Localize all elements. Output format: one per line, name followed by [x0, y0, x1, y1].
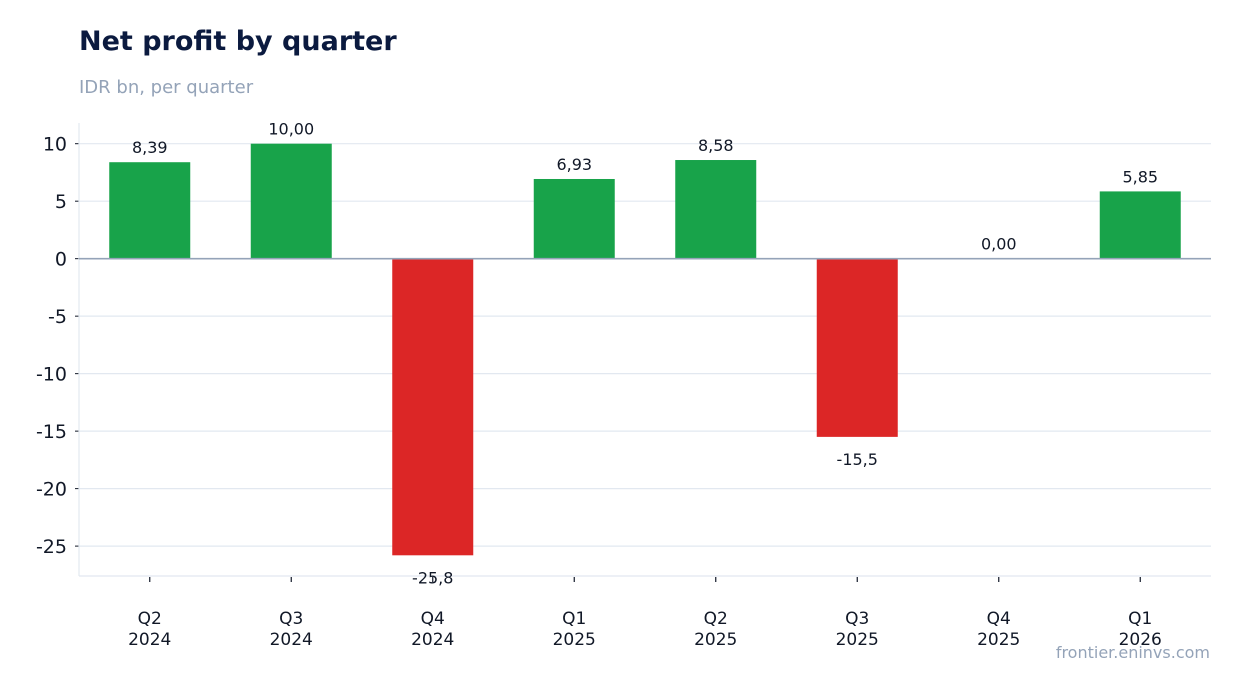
data-label: 5,85 [1122, 167, 1158, 186]
bar [675, 160, 757, 259]
data-label: -15,5 [837, 450, 878, 469]
x-tick-label-year: 2026 [1119, 630, 1162, 650]
x-tick-label-quarter: Q4 [421, 609, 445, 629]
x-tick-label-year: 2025 [836, 630, 879, 650]
y-tick-label: -10 [36, 364, 67, 386]
chart-title: Net profit by quarter [79, 26, 397, 57]
bar [1099, 191, 1181, 259]
y-tick-label: 5 [55, 191, 67, 213]
x-tick-label-year: 2024 [128, 630, 171, 650]
x-tick-label-quarter: Q3 [845, 609, 869, 629]
x-tick-label-year: 2025 [977, 630, 1020, 650]
x-tick-label-year: 2024 [270, 630, 313, 650]
y-tick-label: -20 [36, 479, 67, 501]
data-label: 8,58 [698, 136, 734, 155]
data-label: 6,93 [556, 155, 592, 174]
y-tick-label: 10 [43, 134, 67, 156]
y-tick-label: -25 [36, 536, 67, 558]
x-tick-label-year: 2024 [411, 630, 454, 650]
data-label: 0,00 [981, 235, 1017, 254]
chart-subtitle: IDR bn, per quarter [79, 77, 254, 98]
bar [109, 162, 191, 259]
data-label: 10,00 [268, 120, 314, 139]
bar [250, 143, 332, 259]
bar [816, 258, 898, 437]
bar [533, 178, 615, 259]
x-tick-label-quarter: Q2 [138, 609, 162, 629]
y-tick-label: 0 [55, 249, 67, 271]
x-tick-label-quarter: Q4 [987, 609, 1011, 629]
y-tick-label: -15 [36, 421, 67, 443]
x-tick-label-quarter: Q1 [562, 609, 586, 629]
bar [392, 258, 474, 556]
data-label: 8,39 [132, 138, 168, 157]
source-watermark: frontier.eninvs.com [1055, 643, 1210, 662]
x-tick-label-year: 2025 [694, 630, 737, 650]
x-tick-label-quarter: Q3 [279, 609, 303, 629]
x-tick-label-quarter: Q1 [1128, 609, 1152, 629]
y-tick-label: -5 [48, 306, 67, 328]
x-tick-label-year: 2025 [553, 630, 596, 650]
x-tick-label-quarter: Q2 [704, 609, 728, 629]
